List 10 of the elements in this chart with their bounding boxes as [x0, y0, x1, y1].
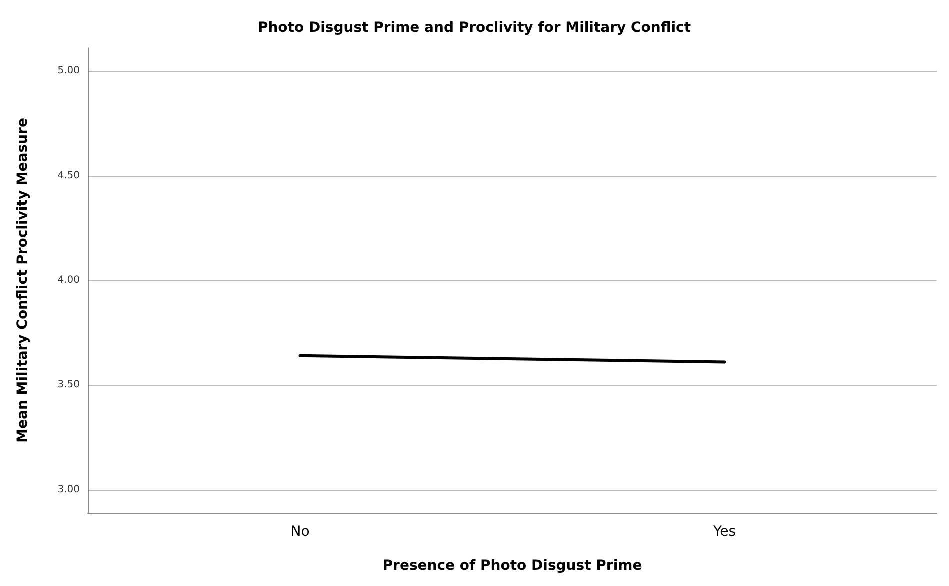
y-tick-label: 3.00	[58, 484, 80, 496]
y-tick-label: 5.00	[58, 66, 80, 77]
chart-title: Photo Disgust Prime and Proclivity for Military Conflict	[258, 20, 692, 36]
x-axis-title: Presence of Photo Disgust Prime	[382, 558, 642, 574]
x-tick-label: No	[290, 524, 310, 540]
y-axis-title: Mean Military Conflict Proclivity Measure	[15, 118, 31, 443]
y-tick-label: 3.50	[58, 380, 80, 391]
y-tick-label: 4.50	[58, 170, 80, 182]
y-tick-label: 4.00	[58, 275, 80, 286]
x-tick-label: Yes	[712, 524, 736, 540]
